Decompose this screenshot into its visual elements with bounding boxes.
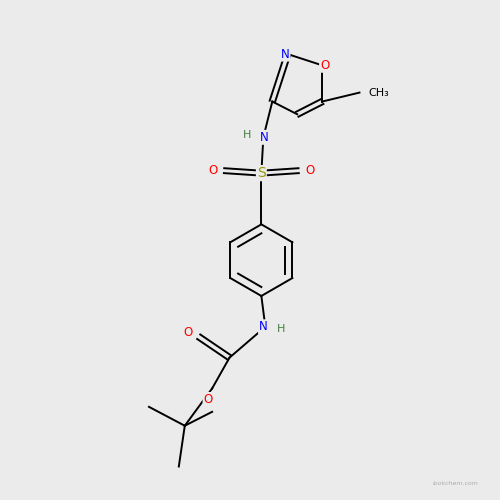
- Text: O: O: [183, 326, 192, 340]
- Text: S: S: [257, 166, 266, 180]
- Text: O: O: [320, 59, 330, 72]
- Text: N: N: [260, 131, 268, 144]
- Text: O: O: [208, 164, 218, 177]
- Text: lookchem.com: lookchem.com: [433, 481, 478, 486]
- Text: O: O: [204, 393, 213, 406]
- Text: N: N: [281, 48, 289, 60]
- Text: CH₃: CH₃: [368, 88, 388, 98]
- Text: H: H: [277, 324, 285, 334]
- Text: H: H: [243, 130, 252, 140]
- Text: N: N: [259, 320, 268, 334]
- Text: O: O: [305, 164, 314, 177]
